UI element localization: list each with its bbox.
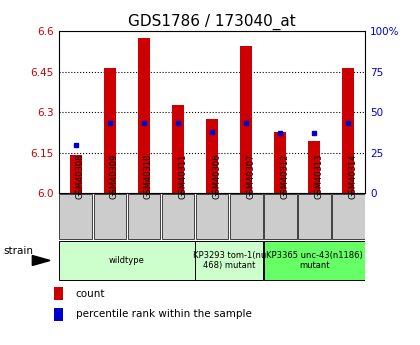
Bar <box>206 119 218 193</box>
Polygon shape <box>32 256 50 265</box>
FancyBboxPatch shape <box>60 194 92 239</box>
Text: strain: strain <box>3 246 33 256</box>
Text: GSM40309: GSM40309 <box>110 154 119 199</box>
Text: GSM40310: GSM40310 <box>144 154 153 199</box>
Text: GSM40312: GSM40312 <box>280 154 289 199</box>
FancyBboxPatch shape <box>128 194 160 239</box>
Text: KP3293 tom-1(nu
468) mutant: KP3293 tom-1(nu 468) mutant <box>192 251 266 270</box>
Text: GSM40307: GSM40307 <box>246 153 255 199</box>
Bar <box>274 132 286 193</box>
Bar <box>172 105 184 193</box>
Text: GSM40308: GSM40308 <box>76 153 85 199</box>
Text: wildtype: wildtype <box>109 256 145 265</box>
FancyBboxPatch shape <box>59 241 195 280</box>
FancyBboxPatch shape <box>263 241 365 280</box>
FancyBboxPatch shape <box>162 194 194 239</box>
Text: GSM40311: GSM40311 <box>178 154 187 199</box>
Text: GSM40306: GSM40306 <box>212 153 221 199</box>
Bar <box>54 287 63 300</box>
Bar <box>138 38 150 193</box>
FancyBboxPatch shape <box>230 194 262 239</box>
Title: GDS1786 / 173040_at: GDS1786 / 173040_at <box>128 13 296 30</box>
FancyBboxPatch shape <box>195 241 263 280</box>
FancyBboxPatch shape <box>264 194 297 239</box>
Bar <box>70 155 82 193</box>
Text: GSM40314: GSM40314 <box>348 154 357 199</box>
FancyBboxPatch shape <box>298 194 331 239</box>
Text: GSM40313: GSM40313 <box>314 153 323 199</box>
Text: KP3365 unc-43(n1186)
mutant: KP3365 unc-43(n1186) mutant <box>266 251 363 270</box>
FancyBboxPatch shape <box>196 194 228 239</box>
Bar <box>308 140 320 193</box>
Bar <box>104 68 116 193</box>
Text: percentile rank within the sample: percentile rank within the sample <box>76 309 252 319</box>
Bar <box>342 68 354 193</box>
Bar <box>240 46 252 193</box>
Text: count: count <box>76 289 105 299</box>
FancyBboxPatch shape <box>332 194 365 239</box>
Bar <box>54 308 63 321</box>
FancyBboxPatch shape <box>94 194 126 239</box>
